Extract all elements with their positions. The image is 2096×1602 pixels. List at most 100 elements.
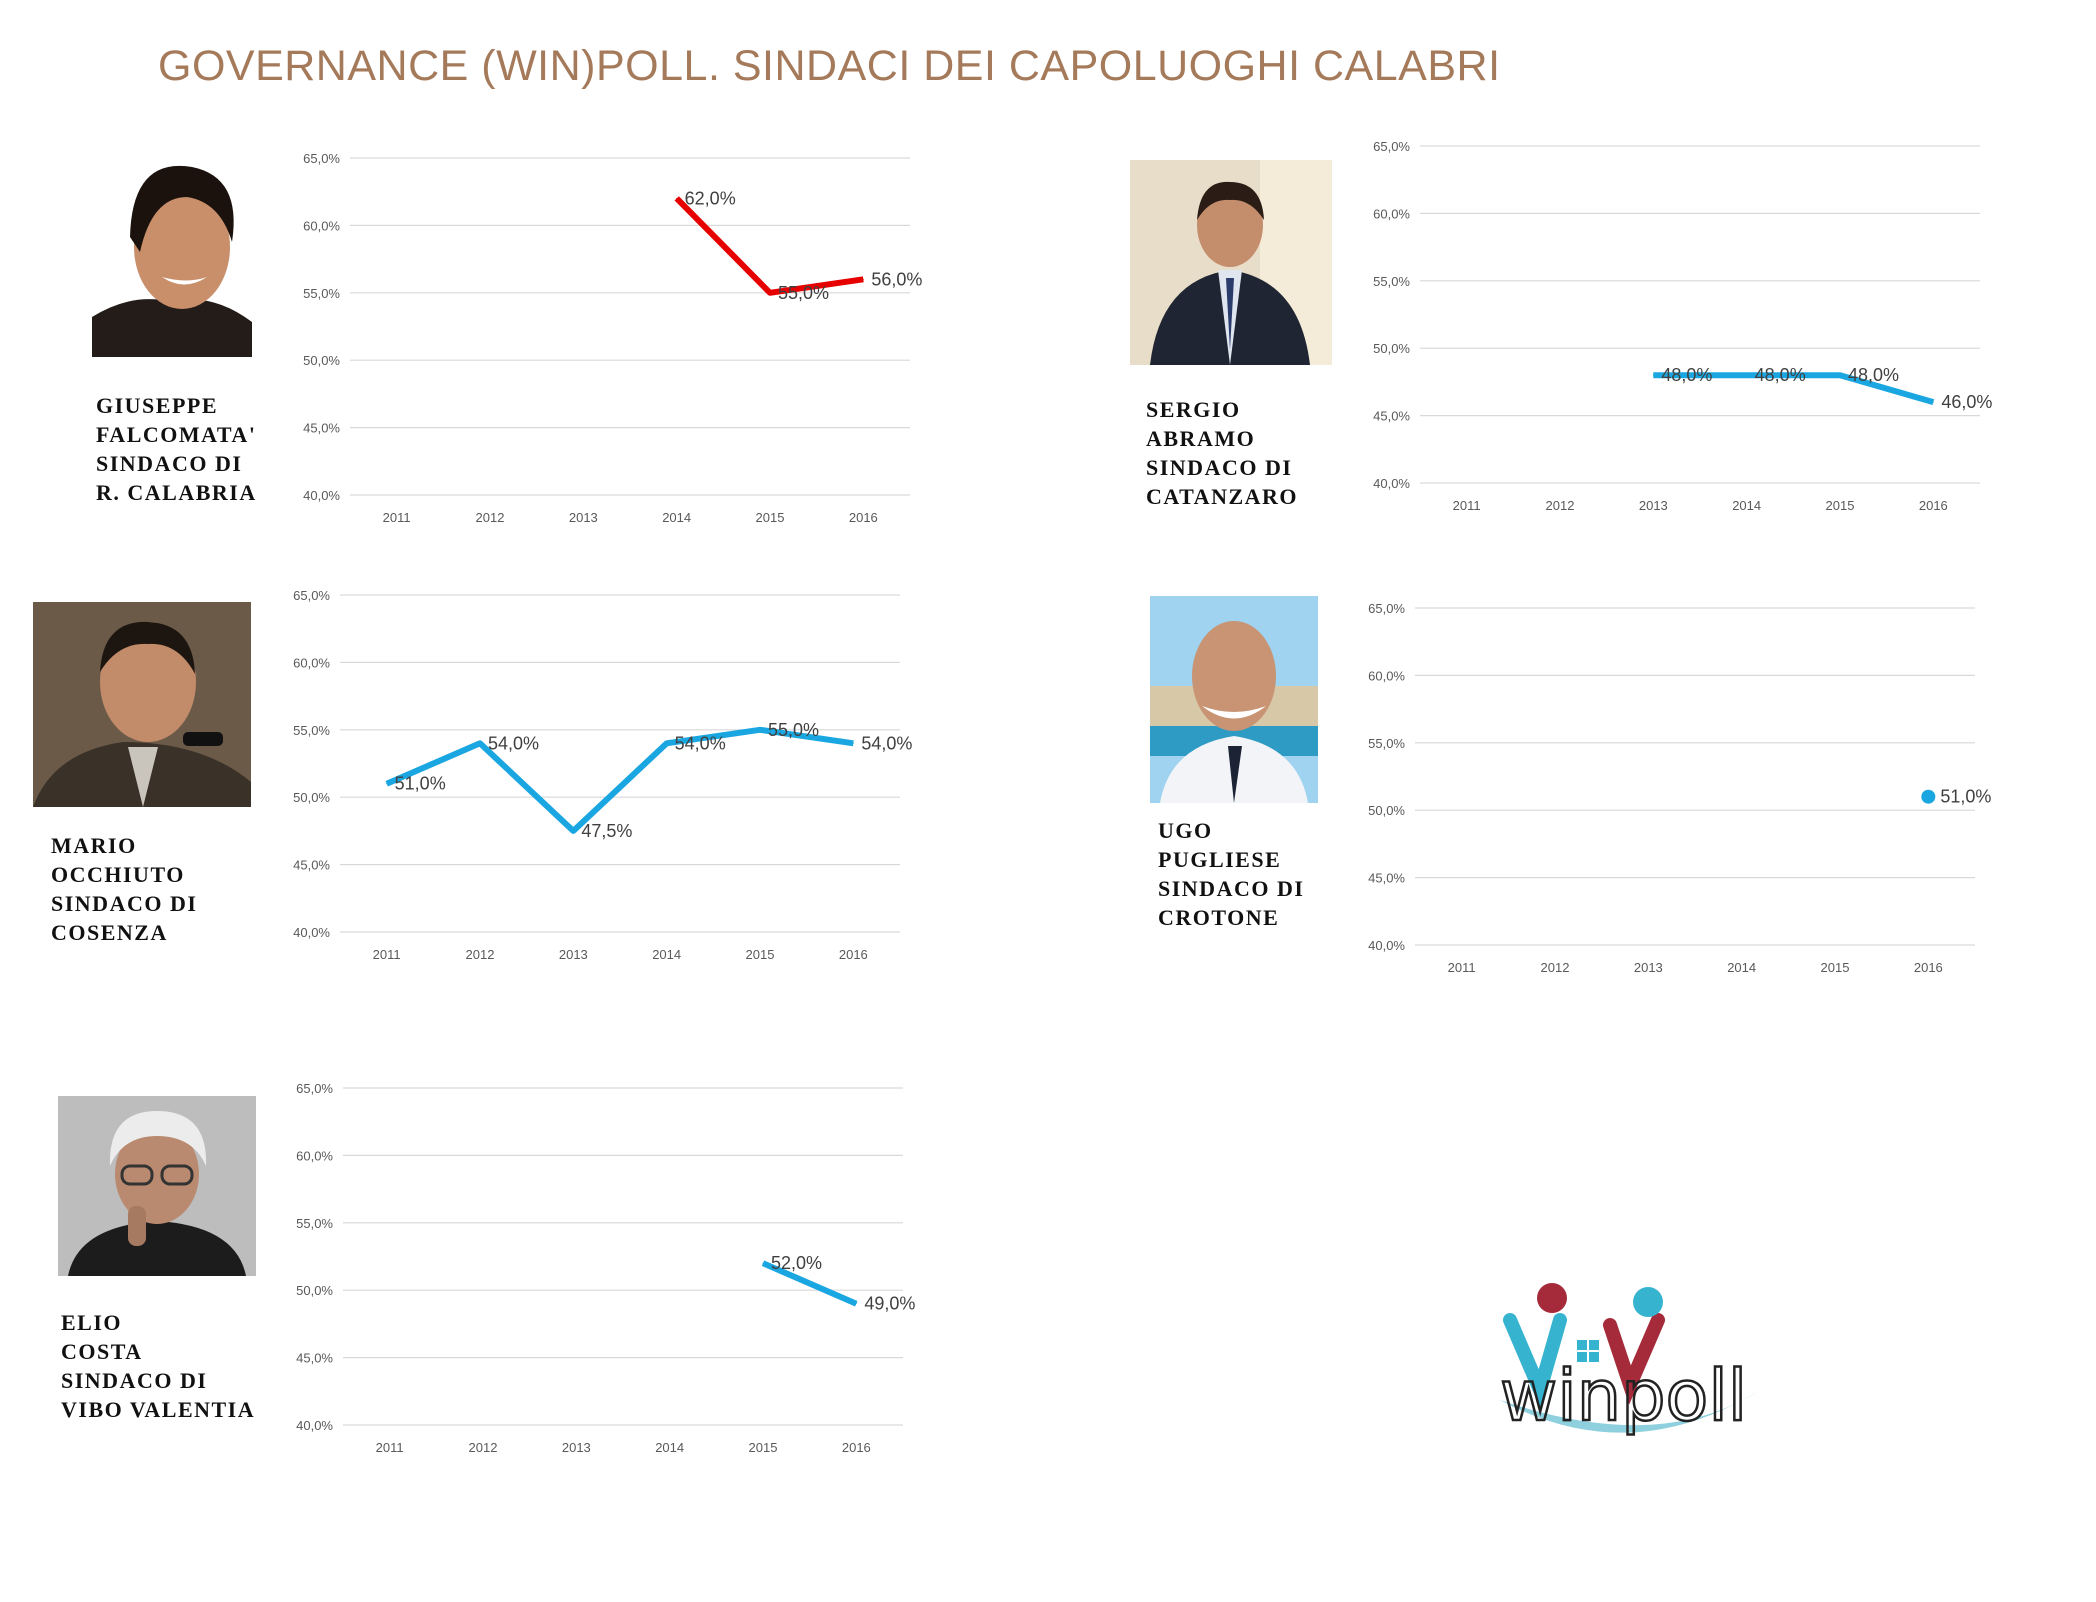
data-point: [1652, 374, 1654, 376]
x-tick-label: 2012: [466, 947, 495, 962]
chart-pugliese: 40,0% 45,0% 50,0% 55,0% 60,0% 65,0% 2011 2012 20…: [1335, 590, 1991, 985]
mayor-caption-pugliese: UGO PUGLIESE SINDACO DI CROTONE: [1158, 816, 1304, 932]
caption-line: SINDACO DI: [51, 891, 198, 916]
caption-line: VIBO VALENTIA: [61, 1397, 256, 1422]
data-point: [769, 292, 771, 294]
data-point: [862, 278, 864, 280]
y-tick-label: 50,0%: [293, 790, 330, 805]
y-tick-label: 45,0%: [303, 421, 340, 436]
mayor-photo-occhiuto: [33, 602, 251, 807]
data-label: 54,0%: [675, 733, 726, 753]
y-tick-label: 50,0%: [1368, 803, 1405, 818]
x-tick-label: 2014: [662, 510, 691, 525]
x-tick-label: 2013: [1639, 498, 1668, 513]
x-tick-label: 2011: [1448, 960, 1476, 975]
x-tick-label: 2012: [1546, 498, 1575, 513]
caption-line: CATANZARO: [1146, 484, 1299, 509]
y-tick-label: 60,0%: [1368, 668, 1405, 683]
y-tick-label: 65,0%: [1368, 601, 1405, 616]
x-tick-label: 2015: [1821, 960, 1850, 975]
x-tick-label: 2016: [1914, 960, 1943, 975]
y-tick-label: 65,0%: [303, 151, 340, 166]
y-tick-label: 55,0%: [303, 286, 340, 301]
data-label: 48,0%: [1661, 365, 1712, 385]
caption-line: ELIO: [61, 1310, 123, 1335]
y-tick-label: 45,0%: [1373, 409, 1410, 424]
data-point: [1839, 374, 1841, 376]
x-tick-label: 2012: [469, 1440, 498, 1455]
y-tick-label: 55,0%: [296, 1216, 333, 1231]
x-tick-label: 2014: [655, 1440, 684, 1455]
data-label: 52,0%: [771, 1253, 822, 1273]
chart-costa: 40,0% 45,0% 50,0% 55,0% 60,0% 65,0% 2011 2012 20…: [263, 1070, 915, 1465]
y-tick-label: 45,0%: [296, 1351, 333, 1366]
x-tick-label: 2016: [849, 510, 878, 525]
x-tick-label: 2016: [1919, 498, 1948, 513]
chart-occhiuto: 40,0% 45,0% 50,0% 55,0% 60,0% 65,0% 2011 2012 20…: [260, 577, 912, 972]
mayor-caption-abramo: SERGIO ABRAMO SINDACO DI CATANZARO: [1146, 395, 1298, 511]
x-tick-label: 2015: [756, 510, 785, 525]
y-tick-label: 50,0%: [296, 1283, 333, 1298]
data-point: [572, 830, 574, 832]
x-tick-label: 2012: [476, 510, 505, 525]
page-title: GOVERNANCE (WIN)POLL. SINDACI DEI CAPOLU…: [158, 42, 1501, 90]
caption-line: SERGIO: [1146, 397, 1241, 422]
x-tick-label: 2013: [559, 947, 588, 962]
data-point: [386, 783, 388, 785]
data-point: [852, 742, 854, 744]
data-label: 48,0%: [1755, 365, 1806, 385]
data-label: 48,0%: [1848, 365, 1899, 385]
x-tick-label: 2013: [562, 1440, 591, 1455]
y-tick-label: 60,0%: [1373, 206, 1410, 221]
data-label: 51,0%: [395, 774, 446, 794]
chart-abramo: 40,0% 45,0% 50,0% 55,0% 60,0% 65,0% 2011 2012 20…: [1340, 128, 1992, 523]
x-tick-label: 2014: [652, 947, 681, 962]
y-tick-label: 40,0%: [296, 1418, 333, 1433]
chart-svg: 40,0% 45,0% 50,0% 55,0% 60,0% 65,0% 2011 2012 20…: [1368, 601, 1991, 975]
data-point: [666, 742, 668, 744]
mayor-caption-costa: ELIO COSTA SINDACO DI VIBO VALENTIA: [61, 1308, 255, 1424]
mayor-photo-pugliese: [1150, 596, 1318, 803]
y-tick-label: 40,0%: [1373, 476, 1410, 491]
data-label: 51,0%: [1940, 787, 1991, 807]
chart-svg: 40,0% 45,0% 50,0% 55,0% 60,0% 65,0% 2011 2012 20…: [1373, 139, 1992, 513]
y-tick-label: 55,0%: [293, 723, 330, 738]
caption-line: UGO: [1158, 818, 1213, 843]
mayor-caption-occhiuto: MARIO OCCHIUTO SINDACO DI COSENZA: [51, 831, 197, 947]
winpoll-logo: winpoll: [1480, 1280, 1780, 1460]
y-tick-label: 65,0%: [1373, 139, 1410, 154]
mayor-photo-costa: [58, 1096, 256, 1276]
x-tick-label: 2015: [749, 1440, 778, 1455]
y-tick-label: 60,0%: [296, 1148, 333, 1163]
data-point: [676, 197, 678, 199]
y-tick-label: 45,0%: [293, 858, 330, 873]
caption-line: MARIO: [51, 833, 137, 858]
y-tick-label: 65,0%: [296, 1081, 333, 1096]
y-tick-label: 40,0%: [293, 925, 330, 940]
data-label: 54,0%: [861, 733, 912, 753]
y-tick-label: 45,0%: [1368, 871, 1405, 886]
caption-line: PUGLIESE: [1158, 847, 1282, 872]
chart-svg: 40,0% 45,0% 50,0% 55,0% 60,0% 65,0% 2011 2012 20…: [303, 151, 922, 525]
x-tick-label: 2011: [373, 947, 401, 962]
series-line: [1653, 372, 1935, 405]
data-label: 49,0%: [864, 1294, 915, 1314]
caption-line: OCCHIUTO: [51, 862, 185, 887]
caption-line: SINDACO DI: [96, 451, 243, 476]
data-point: [855, 1303, 857, 1305]
y-tick-label: 55,0%: [1368, 736, 1405, 751]
data-point: [759, 729, 761, 731]
y-tick-label: 40,0%: [303, 488, 340, 503]
data-point: [1932, 401, 1934, 403]
mayor-caption-falcomata: GIUSEPPE FALCOMATA' SINDACO DI R. CALABR…: [96, 391, 257, 507]
x-tick-label: 2012: [1541, 960, 1570, 975]
y-tick-label: 55,0%: [1373, 274, 1410, 289]
caption-line: SINDACO DI: [1158, 876, 1305, 901]
x-tick-label: 2011: [383, 510, 411, 525]
data-label: 54,0%: [488, 733, 539, 753]
y-tick-label: 40,0%: [1368, 938, 1405, 953]
data-label: 47,5%: [581, 821, 632, 841]
x-tick-label: 2015: [1826, 498, 1855, 513]
chart-svg: 40,0% 45,0% 50,0% 55,0% 60,0% 65,0% 2011 2012 20…: [293, 588, 912, 962]
series-line: [674, 196, 864, 296]
